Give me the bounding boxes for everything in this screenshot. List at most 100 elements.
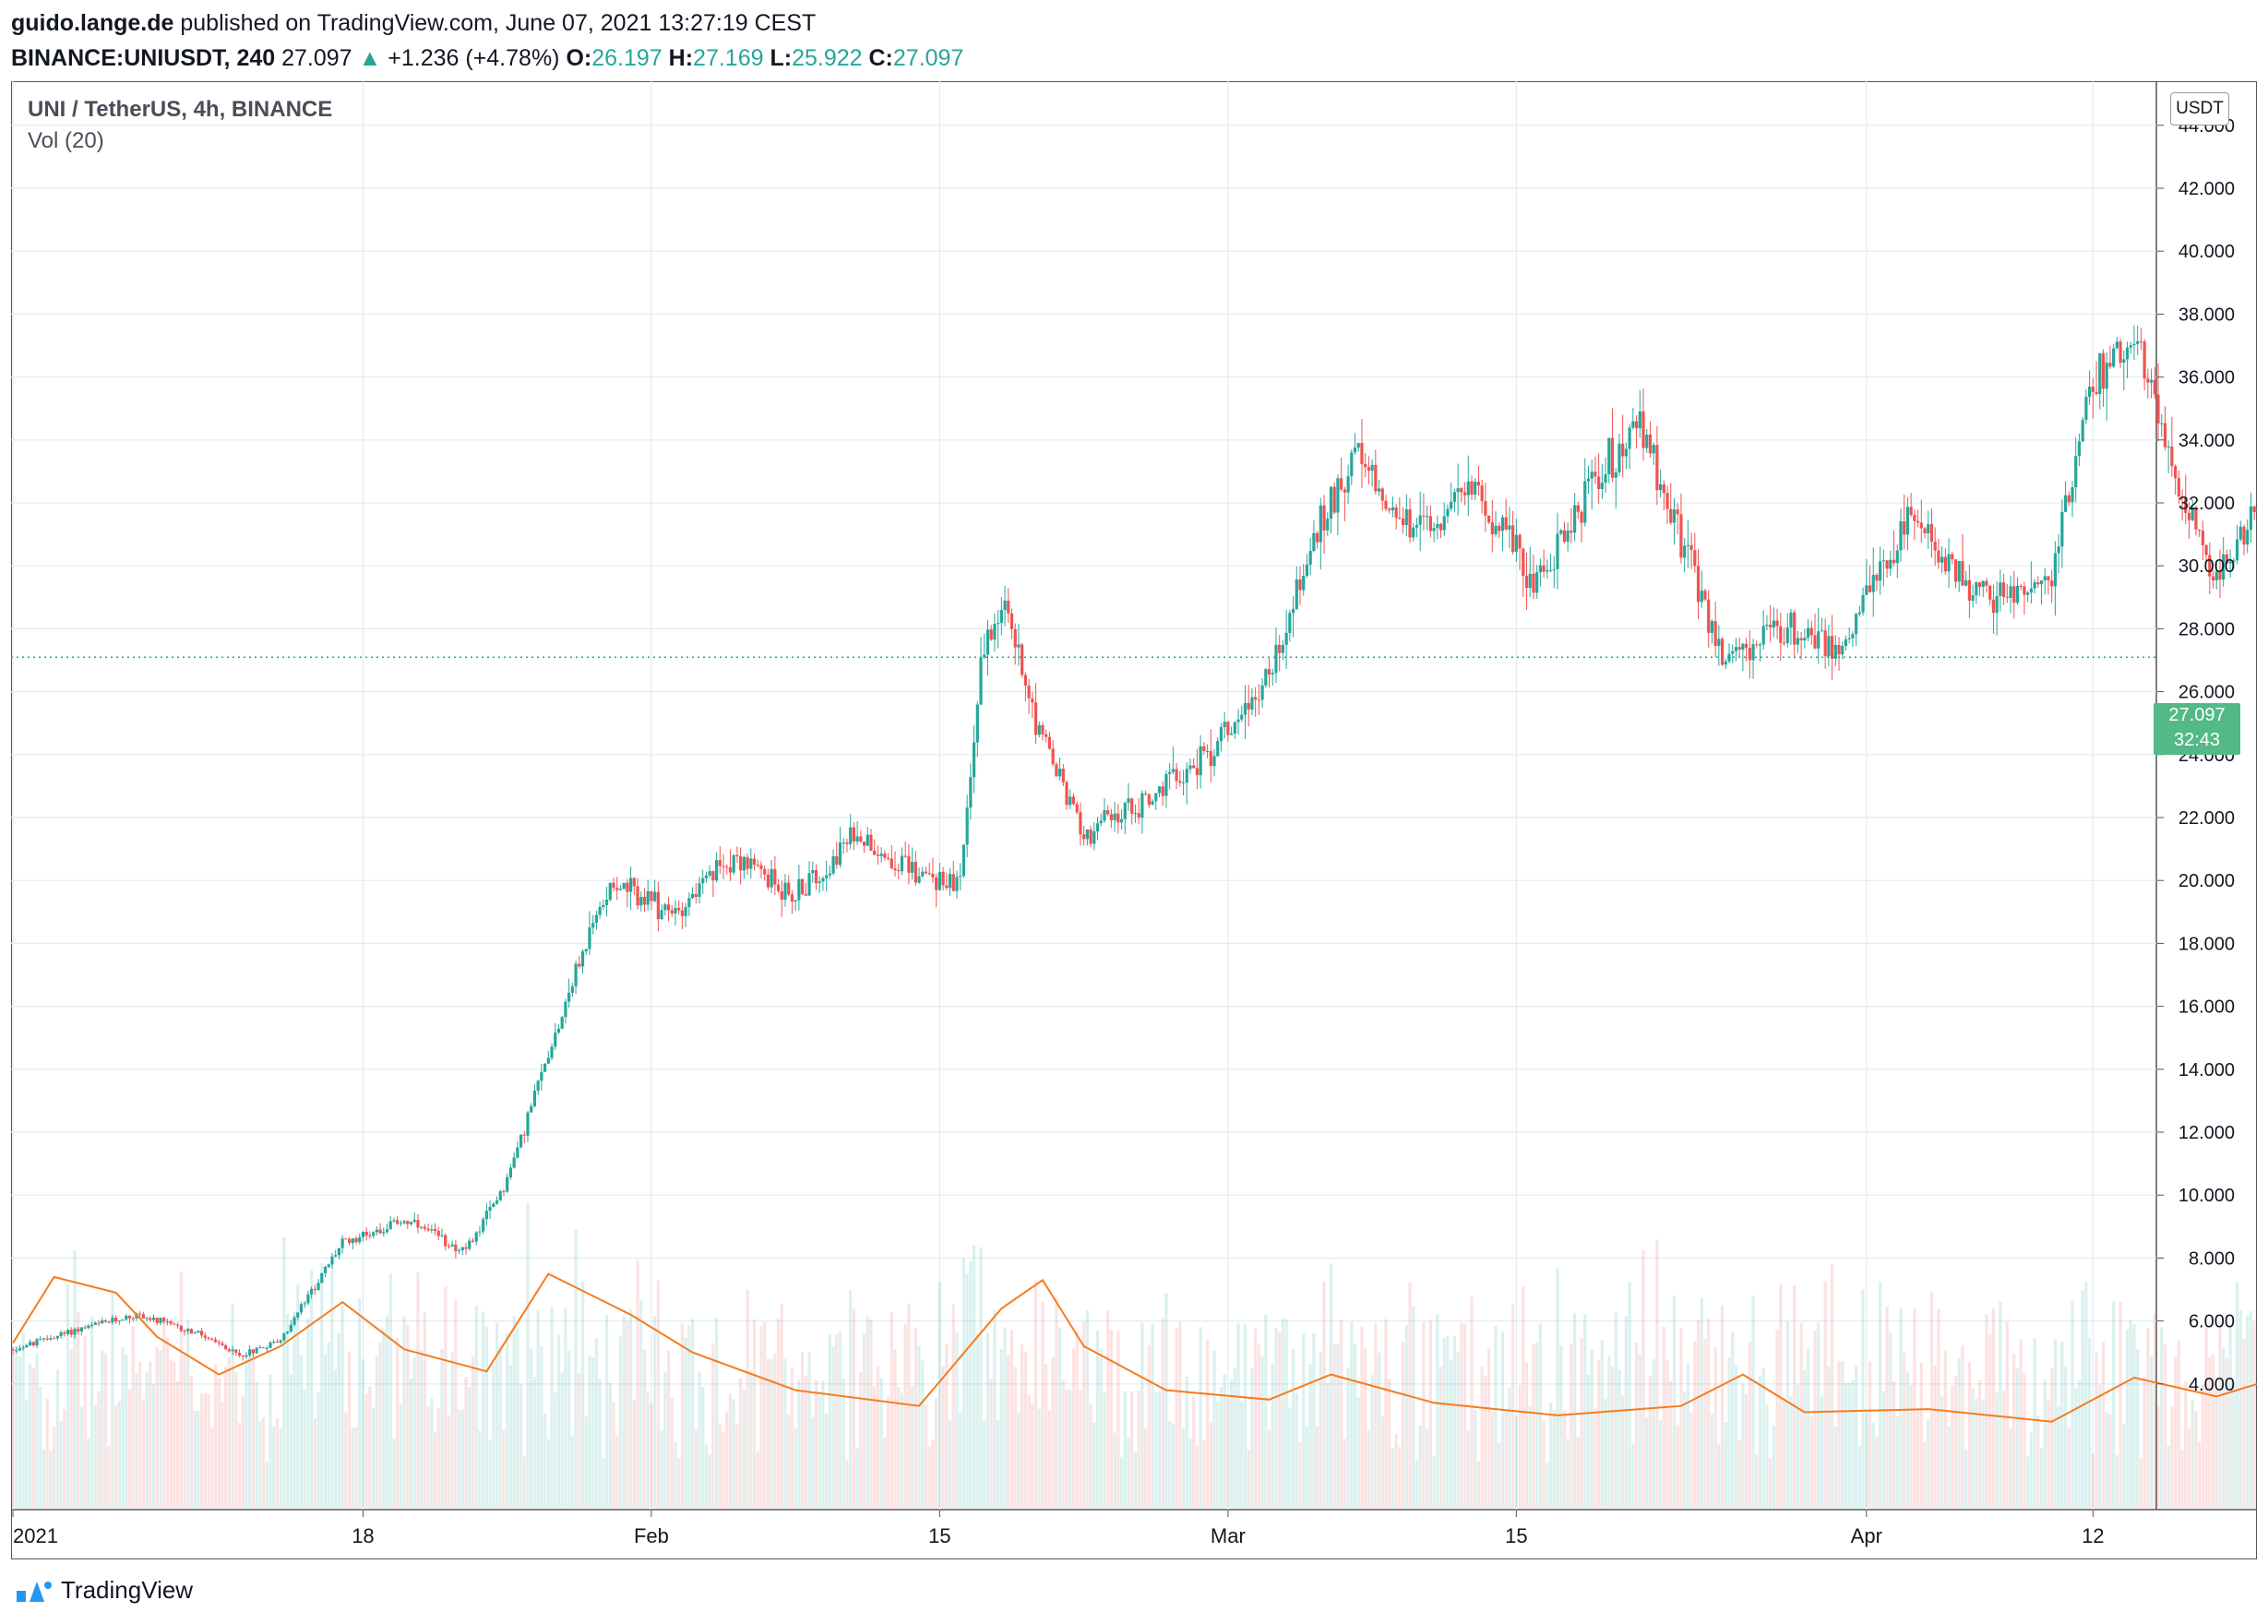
volume-bar bbox=[965, 1273, 969, 1508]
candle-body bbox=[492, 1203, 495, 1208]
author-name[interactable]: guido.lange.de bbox=[11, 10, 174, 36]
symbol-legend[interactable]: UNI / TetherUS, 4h, BINANCE bbox=[28, 97, 333, 122]
volume-bar bbox=[2187, 1428, 2191, 1508]
candle-body bbox=[1905, 507, 1910, 535]
candle-body bbox=[2105, 363, 2108, 389]
candle-body bbox=[2002, 582, 2006, 597]
volume-bar bbox=[684, 1337, 687, 1508]
candle-body bbox=[2143, 341, 2146, 379]
volume-bar bbox=[849, 1290, 853, 1508]
volume-bar bbox=[1116, 1331, 1120, 1508]
volume-legend[interactable]: Vol (20) bbox=[28, 128, 104, 153]
candle-body bbox=[1988, 585, 1992, 600]
candle-body bbox=[2252, 506, 2256, 512]
price-chart[interactable]: 4.000 6.000 8.000 10.000 12.000 14.000 16.000 1… bbox=[11, 81, 2257, 1559]
volume-bar bbox=[766, 1358, 770, 1508]
price-axis[interactable]: 4.000 6.000 8.000 10.000 12.000 14.000 16.000 1… bbox=[2156, 81, 2235, 1395]
candle-body bbox=[989, 629, 993, 640]
candle-body bbox=[663, 904, 667, 911]
volume-bar bbox=[1195, 1446, 1199, 1508]
candle-body bbox=[303, 1303, 306, 1305]
price-tick-label: 14.000 bbox=[2178, 1060, 2235, 1081]
volume-bar bbox=[1144, 1428, 1148, 1508]
volume-bar bbox=[2060, 1341, 2064, 1508]
candle-body bbox=[1614, 472, 1617, 478]
volume-bar bbox=[289, 1374, 292, 1508]
volume-bar bbox=[1394, 1433, 1398, 1508]
candle-body bbox=[845, 842, 849, 844]
candle-body bbox=[907, 856, 911, 873]
candle-body bbox=[865, 834, 869, 846]
candle-body bbox=[45, 1338, 49, 1340]
candle-body bbox=[1803, 638, 1807, 641]
volume-bar bbox=[1209, 1422, 1212, 1508]
candle-body bbox=[997, 623, 1000, 625]
volume-bar bbox=[1772, 1425, 1775, 1508]
volume-bar bbox=[1450, 1360, 1453, 1508]
volume-bar bbox=[2228, 1327, 2232, 1508]
candle-body bbox=[1737, 647, 1741, 651]
volume-bar bbox=[887, 1396, 890, 1508]
candle-body bbox=[1233, 722, 1236, 734]
candle-body bbox=[1638, 411, 1641, 429]
volume-bar bbox=[2002, 1390, 2006, 1508]
volume-bar bbox=[1343, 1439, 1346, 1508]
candle-body bbox=[1652, 445, 1655, 454]
volume-bar bbox=[1302, 1333, 1306, 1508]
candle-body bbox=[666, 904, 671, 911]
volume-bar bbox=[1021, 1344, 1024, 1508]
candle-body bbox=[25, 1344, 29, 1348]
volume-bar bbox=[327, 1342, 330, 1508]
candle-body bbox=[234, 1349, 238, 1354]
candle-body bbox=[1871, 575, 1875, 592]
candle-body bbox=[1340, 478, 1343, 490]
volume-bar bbox=[498, 1345, 502, 1508]
candle-body bbox=[193, 1332, 197, 1334]
time-tick-label: Mar bbox=[1211, 1524, 1246, 1547]
candle-body bbox=[1113, 813, 1116, 820]
volume-bar bbox=[49, 1450, 53, 1508]
volume-bar bbox=[460, 1409, 464, 1508]
candle-body bbox=[2077, 441, 2082, 457]
bar-countdown: 32:43 bbox=[2173, 730, 2221, 750]
candle-body bbox=[2036, 582, 2040, 585]
volume-bar bbox=[993, 1309, 997, 1508]
volume-bar bbox=[1219, 1387, 1224, 1508]
candle-body bbox=[2047, 576, 2050, 581]
volume-bar bbox=[1175, 1328, 1178, 1508]
candle-body bbox=[560, 1017, 564, 1029]
time-axis[interactable]: 202118Feb15Mar15Apr12May17Jun14 bbox=[12, 1510, 2257, 1547]
candle-body bbox=[2067, 495, 2071, 503]
volume-bar bbox=[2095, 1353, 2098, 1508]
candle-body bbox=[1474, 482, 1477, 495]
tradingview-brand[interactable]: TradingView bbox=[13, 1576, 193, 1605]
candle-body bbox=[436, 1230, 440, 1236]
candle-body bbox=[1590, 472, 1594, 479]
volume-bar bbox=[1562, 1410, 1567, 1508]
candle-body bbox=[1940, 556, 1944, 563]
volume-bar bbox=[282, 1236, 286, 1508]
candle-body bbox=[1617, 443, 1621, 472]
candle-body bbox=[1202, 746, 1206, 751]
volume-bar bbox=[173, 1361, 176, 1508]
volume-bar bbox=[1199, 1327, 1202, 1508]
currency-unit-button[interactable]: USDT bbox=[2170, 92, 2229, 125]
candle-body bbox=[155, 1318, 159, 1323]
candle-body bbox=[272, 1342, 276, 1343]
candle-body bbox=[221, 1343, 224, 1345]
candle-body bbox=[1953, 559, 1958, 582]
candle-body bbox=[1137, 813, 1140, 818]
candle-body bbox=[1758, 644, 1762, 646]
volume-bar bbox=[299, 1355, 304, 1508]
candle-body bbox=[1082, 834, 1086, 840]
candle-body bbox=[735, 854, 739, 856]
candle-body bbox=[629, 878, 633, 892]
volume-bar bbox=[292, 1311, 296, 1508]
candle-body bbox=[495, 1200, 499, 1204]
candle-body bbox=[1017, 644, 1021, 648]
volume-bar bbox=[584, 1416, 588, 1508]
candle-body bbox=[210, 1338, 214, 1340]
candle-body bbox=[975, 704, 979, 743]
candle-body bbox=[269, 1343, 272, 1348]
volume-bar bbox=[2077, 1379, 2082, 1508]
